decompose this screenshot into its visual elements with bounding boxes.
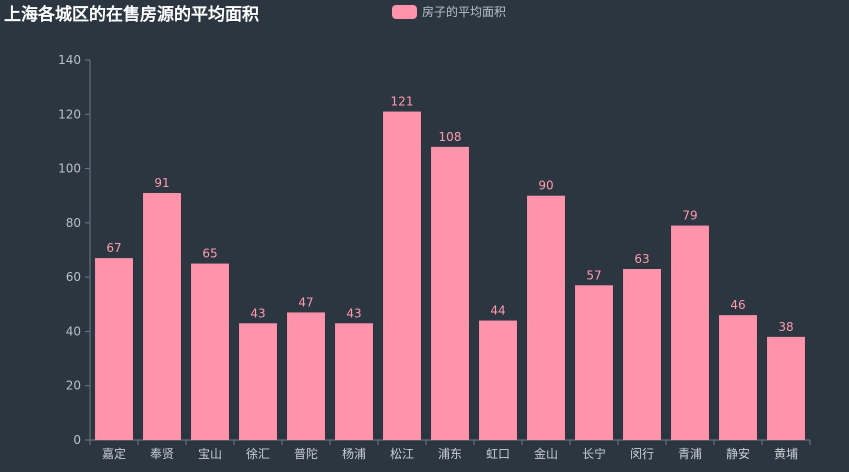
bar-value-label: 121 [391,95,414,109]
bar[interactable] [239,323,277,440]
legend-swatch[interactable] [392,5,417,19]
bar[interactable] [287,312,325,440]
x-tick-label: 虹口 [486,447,510,461]
legend-label[interactable]: 房子的平均面积 [422,4,506,19]
x-tick-label: 普陀 [294,446,318,461]
y-tick-label: 140 [58,53,81,67]
x-tick-label: 松江 [390,447,414,461]
bar-series [95,111,805,441]
bar-value-label: 43 [250,306,265,320]
bar-value-label: 44 [490,304,505,318]
y-axis: 0 20 40 60 80 100 120 140 [58,53,91,447]
y-tick-label: 60 [66,270,81,284]
x-tick-label: 奉贤 [150,447,174,461]
y-tick-label: 40 [66,324,81,338]
bar[interactable] [143,193,181,440]
bar[interactable] [431,146,469,440]
x-tick-label: 浦东 [438,447,462,461]
bar-value-label: 91 [154,176,169,190]
x-tick-label: 黄埔 [774,447,798,461]
bar[interactable] [527,195,565,440]
bar[interactable] [383,111,421,441]
x-tick-label: 闵行 [630,446,654,461]
bar-value-label: 43 [346,306,361,320]
chart-title: 上海各城区的在售房源的平均面积 [4,4,259,25]
bar-value-label: 90 [538,179,553,193]
y-tick-label: 80 [66,216,81,230]
x-tick-label: 青浦 [678,447,702,461]
x-tick-label: 嘉定 [102,446,126,461]
bar-value-label: 67 [106,241,121,255]
bar-value-label: 46 [730,298,745,312]
bar[interactable] [191,263,229,440]
data-labels: 67 91 65 43 47 43 121 108 44 90 57 63 79 46 38 [106,95,793,334]
bar[interactable] [719,315,757,440]
bar-value-label: 63 [634,252,649,266]
bar[interactable] [671,225,709,440]
legend[interactable]: 房子的平均面积 [392,4,506,19]
x-tick-label: 静安 [726,446,750,461]
bar-value-label: 38 [778,320,793,334]
bar[interactable] [575,285,613,440]
bar-value-label: 79 [682,209,697,223]
bar[interactable] [95,258,133,440]
x-tick-label: 宝山 [198,447,222,461]
bar[interactable] [479,320,517,440]
x-axis: 嘉定 奉贤 宝山 徐汇 普陀 杨浦 松江 浦东 虹口 金山 长宁 闵行 青浦 静安 黄埔 [89,439,811,461]
x-tick-label: 长宁 [582,446,606,461]
y-tick-label: 120 [58,107,81,121]
bar-value-label: 57 [586,268,601,282]
bar[interactable] [623,269,661,440]
bar[interactable] [335,323,373,440]
x-tick-label: 徐汇 [246,446,270,461]
bar[interactable] [767,336,805,440]
x-tick-label: 杨浦 [342,446,366,461]
bar-value-label: 65 [202,247,217,261]
bar-value-label: 108 [439,130,462,144]
y-tick-label: 100 [58,162,81,176]
bar-value-label: 47 [298,295,313,309]
y-tick-label: 20 [66,379,81,393]
y-tick-label: 0 [73,433,81,447]
x-tick-label: 金山 [534,446,558,461]
